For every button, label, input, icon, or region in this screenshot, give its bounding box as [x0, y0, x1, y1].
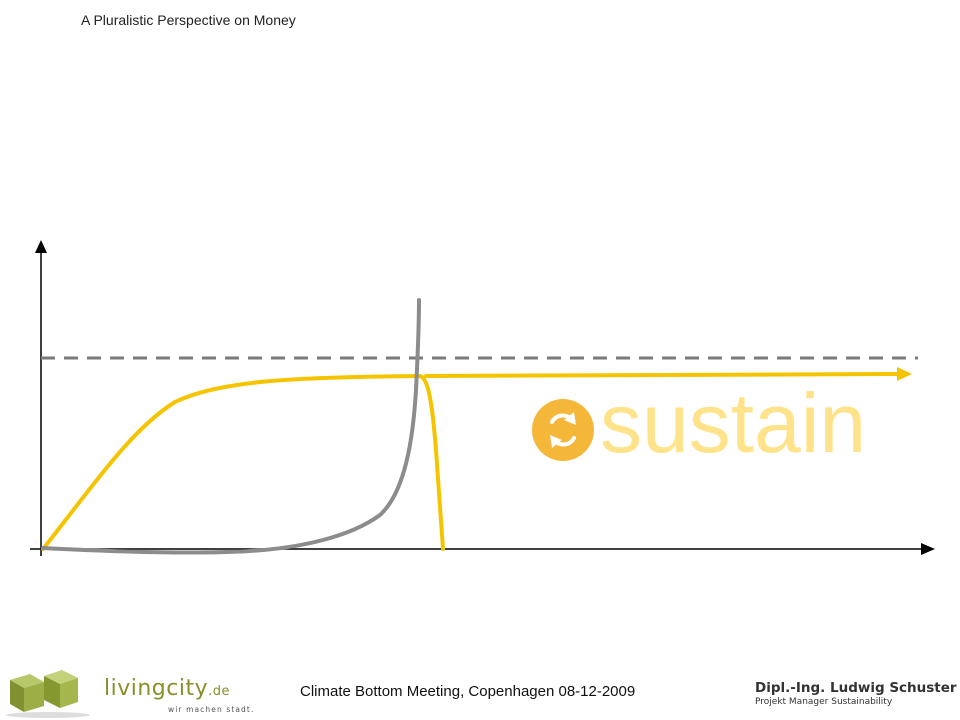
y-axis-arrowhead	[35, 240, 47, 253]
exchange-arrows-icon	[550, 412, 576, 448]
livingcity-tagline: wir machen stadt.	[168, 705, 255, 714]
brand-circle	[532, 399, 594, 461]
yellow-growth-curve	[41, 373, 445, 551]
yellow-arrowhead	[897, 367, 912, 381]
livingcity-tld: .de	[208, 684, 231, 699]
livingcity-cubes-logo	[6, 670, 90, 718]
livingcity-wordmark: livingcity.de	[104, 676, 230, 701]
brand-word: sustain	[600, 376, 866, 470]
yellow-continuation-line	[424, 372, 900, 378]
author-role: Projekt Manager Sustainability	[755, 697, 893, 707]
sustain-brand: sustain	[532, 376, 866, 470]
livingcity-word: livingcity	[104, 676, 209, 701]
growth-diagram: sustain	[30, 240, 935, 556]
author-name: Dipl.-Ing. Ludwig Schuster	[755, 680, 957, 696]
slide-title: A Pluralistic Perspective on Money	[81, 12, 296, 28]
gray-exponential-curve	[41, 298, 421, 555]
author-block: Dipl.-Ing. Ludwig Schuster Projekt Manag…	[755, 680, 957, 707]
footer-event-text: Climate Bottom Meeting, Copenhagen 08-12…	[300, 683, 636, 700]
x-axis-arrowhead	[921, 543, 935, 555]
